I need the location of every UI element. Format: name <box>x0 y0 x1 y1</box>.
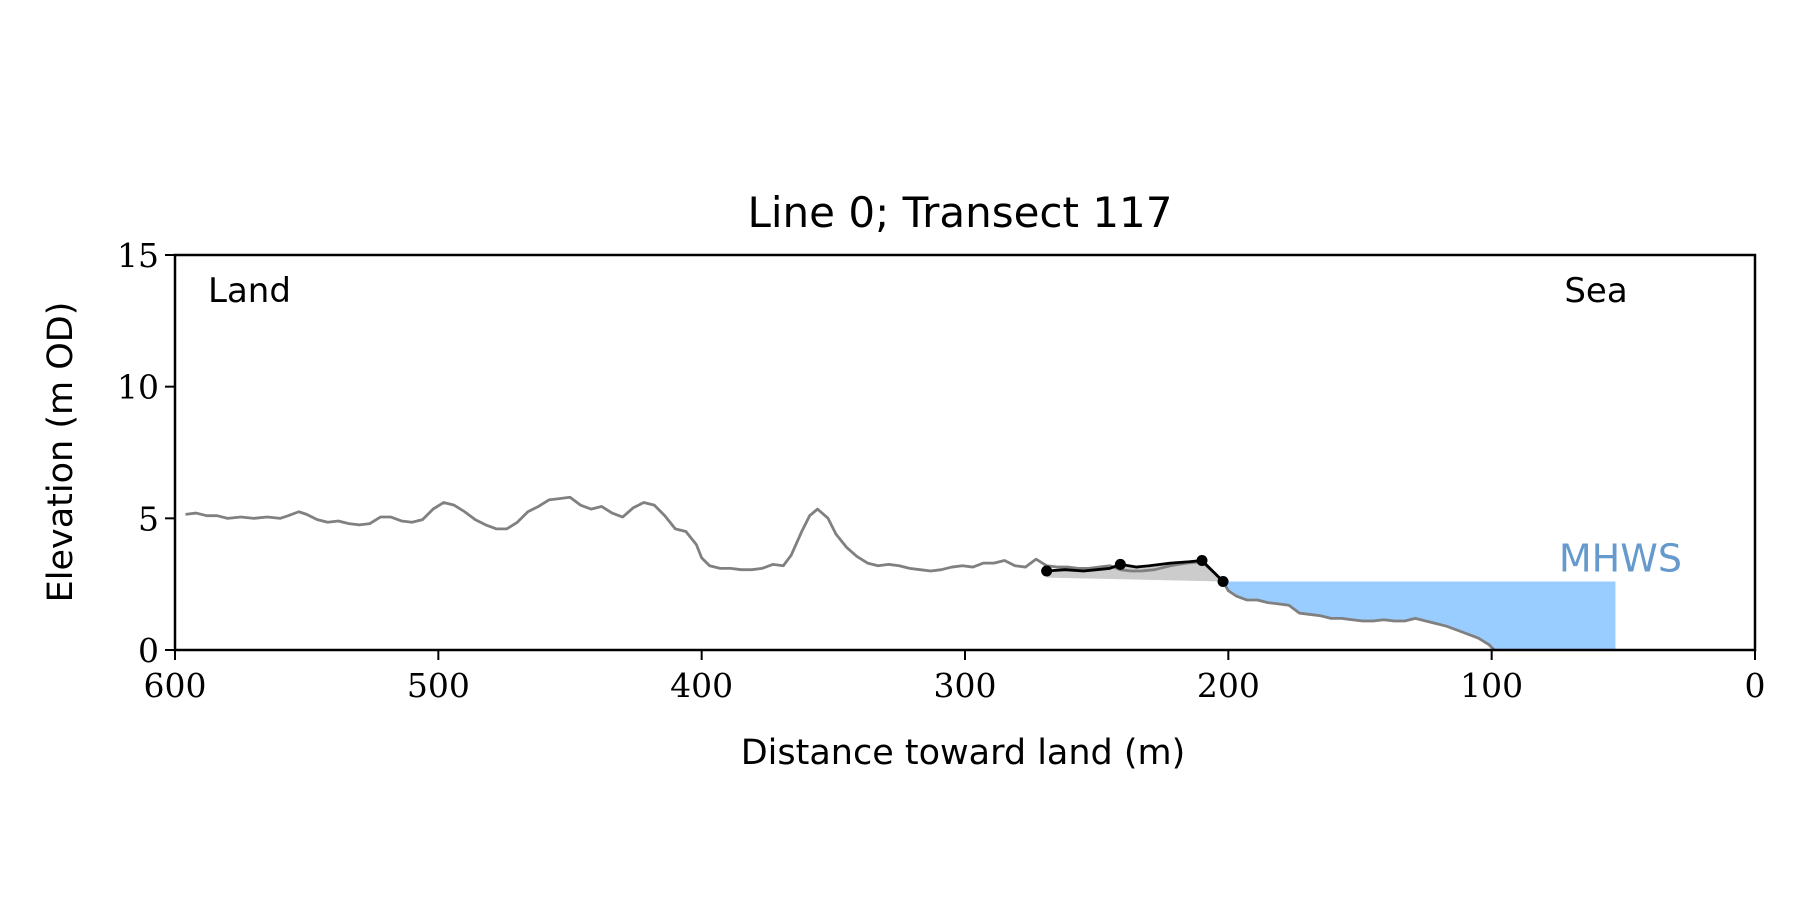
feature-point <box>1114 558 1126 570</box>
plot-area <box>185 495 1616 651</box>
y-axis-label: Elevation (m OD) <box>41 302 81 603</box>
x-tick-label: 400 <box>670 666 733 705</box>
land-annotation: Land <box>208 271 291 311</box>
y-tick-label: 0 <box>138 631 159 670</box>
x-tick-label: 300 <box>934 666 997 705</box>
feature-point <box>1041 565 1053 577</box>
x-tick-label: 0 <box>1745 666 1766 705</box>
y-tick-label: 15 <box>117 236 159 275</box>
x-tick-label: 600 <box>144 666 207 705</box>
y-tick-label: 10 <box>117 368 159 407</box>
x-tick-label: 200 <box>1197 666 1260 705</box>
y-tick-label: 5 <box>138 499 159 538</box>
mhws-label: MHWS <box>1559 537 1682 581</box>
axis-ticks: 600 500 400 300 200 100 0 0 5 10 15 <box>117 236 1766 705</box>
x-axis-label: Distance toward land (m) <box>741 733 1186 773</box>
x-tick-label: 100 <box>1460 666 1523 705</box>
profile-line <box>185 495 1496 651</box>
x-tick-label: 500 <box>407 666 470 705</box>
mhws-water-area <box>1220 581 1616 650</box>
feature-point <box>1217 576 1229 588</box>
sea-annotation: Sea <box>1564 271 1627 311</box>
chart-title: Line 0; Transect 117 <box>747 188 1172 237</box>
feature-point <box>1196 554 1208 566</box>
